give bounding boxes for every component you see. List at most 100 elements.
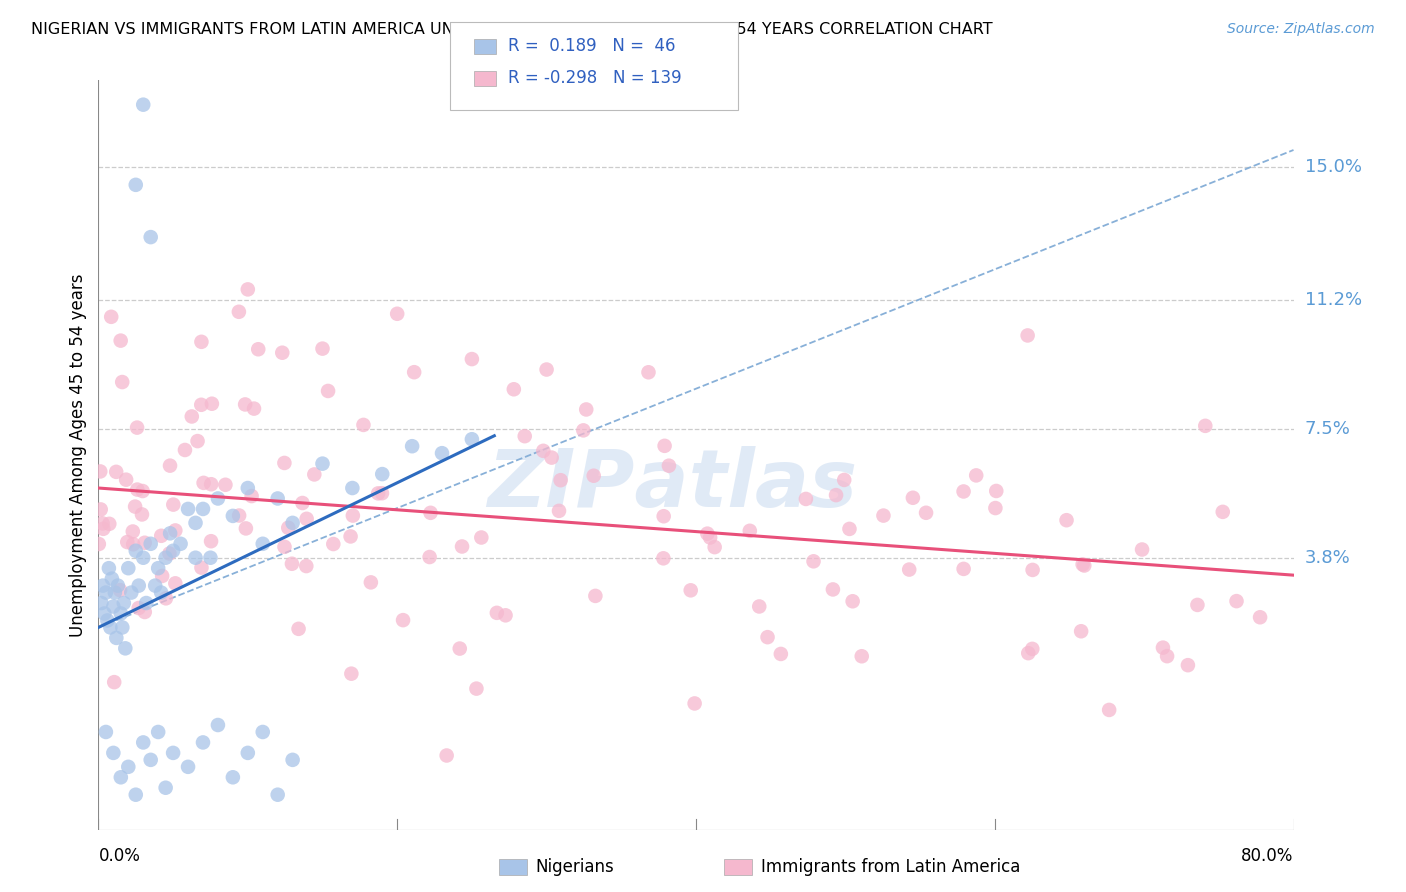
Point (984, 501, 1007, 516)
Point (111, 620, 134, 634)
Point (150, 585, 173, 599)
Point (159, 458, 181, 473)
Point (243, 401, 266, 416)
Point (449, 641, 471, 656)
Point (162, 746, 184, 760)
Point (1073, 558, 1095, 573)
Text: Source: ZipAtlas.com: Source: ZipAtlas.com (1227, 22, 1375, 37)
Point (94, 585, 117, 599)
Point (184, 550, 207, 565)
Point (794, 491, 817, 506)
Point (392, 613, 415, 627)
Point (451, 540, 474, 554)
Point (191, 502, 214, 516)
Point (201, 397, 224, 411)
Point (233, 397, 256, 411)
Point (322, 537, 344, 551)
Point (267, 491, 290, 506)
Point (699, 531, 721, 545)
Point (748, 599, 770, 614)
Point (1225, 594, 1247, 608)
Point (90, 502, 112, 516)
Point (117, 760, 139, 774)
Point (583, 589, 606, 603)
Point (103, 599, 125, 614)
Point (371, 467, 394, 481)
Point (273, 540, 295, 554)
Point (271, 345, 294, 359)
Point (371, 486, 394, 500)
Text: R =  0.189   N =  46: R = 0.189 N = 46 (508, 37, 675, 55)
Point (652, 551, 675, 566)
Point (304, 467, 326, 482)
Point (110, 770, 132, 784)
Text: ZIP​atlas: ZIP​atlas (486, 446, 858, 524)
Point (87, 537, 110, 551)
Point (952, 562, 974, 576)
Point (89, 465, 111, 479)
Point (342, 481, 364, 495)
Point (986, 483, 1008, 498)
Point (531, 443, 554, 458)
Point (273, 456, 295, 470)
Point (637, 365, 659, 379)
Point (281, 516, 304, 530)
Point (174, 442, 197, 457)
Point (184, 516, 207, 530)
Point (132, 550, 155, 565)
Point (825, 488, 848, 502)
Point (100, 310, 122, 324)
Point (419, 506, 441, 520)
Point (1177, 658, 1199, 673)
Point (98, 620, 122, 634)
Point (93, 607, 115, 621)
Point (200, 550, 222, 565)
Point (838, 522, 860, 536)
Point (125, 178, 148, 192)
Point (1070, 624, 1092, 639)
Point (342, 508, 364, 523)
Point (821, 582, 844, 597)
Point (91, 516, 114, 531)
Point (155, 550, 177, 565)
Point (965, 468, 987, 483)
Point (190, 334, 212, 349)
Point (658, 458, 681, 473)
Point (105, 631, 128, 645)
Point (190, 398, 212, 412)
Point (1130, 542, 1153, 557)
Point (128, 601, 150, 615)
Point (540, 450, 562, 465)
Point (104, 585, 127, 599)
Point (1056, 513, 1078, 527)
Point (1017, 646, 1039, 660)
Point (143, 579, 166, 593)
Point (536, 362, 558, 376)
Text: 3.8%: 3.8% (1305, 549, 1350, 566)
Point (180, 409, 202, 424)
Text: 80.0%: 80.0% (1241, 847, 1294, 865)
Point (139, 753, 162, 767)
Point (291, 496, 314, 510)
Point (235, 521, 257, 535)
Text: 0.0%: 0.0% (98, 847, 141, 865)
Point (115, 473, 138, 487)
Point (872, 508, 894, 523)
Point (169, 537, 191, 551)
Point (190, 560, 212, 574)
Point (150, 529, 173, 543)
Point (1017, 328, 1039, 343)
Point (134, 535, 156, 549)
Point (127, 483, 149, 497)
Point (139, 537, 162, 551)
Point (108, 583, 131, 598)
Point (652, 509, 675, 524)
Point (267, 788, 290, 802)
Point (110, 607, 132, 621)
Text: 7.5%: 7.5% (1305, 420, 1351, 438)
Point (96, 614, 118, 628)
Point (236, 746, 259, 760)
Point (513, 429, 536, 443)
Point (316, 384, 339, 398)
Point (340, 666, 363, 681)
